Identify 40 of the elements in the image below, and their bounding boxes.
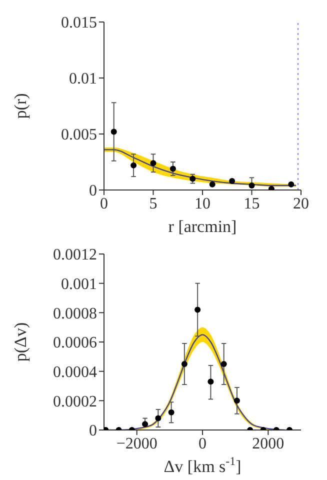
point xyxy=(194,306,201,313)
y-tick-label: 0.001 xyxy=(61,276,97,294)
point xyxy=(209,181,216,188)
point xyxy=(181,361,188,367)
y-axis-title: p(r) xyxy=(11,93,30,119)
y-tick-label: 0.005 xyxy=(61,126,97,144)
y-tick-label: 0.0008 xyxy=(53,305,97,322)
point xyxy=(155,415,162,422)
point xyxy=(170,166,176,172)
x-tick-label: 0 xyxy=(100,195,108,212)
point xyxy=(142,421,148,428)
point xyxy=(248,182,255,189)
y-tick-label: 0.0006 xyxy=(53,334,97,352)
x-tick-label: −2000 xyxy=(116,435,158,452)
point xyxy=(288,181,294,188)
point xyxy=(234,398,240,404)
y-tick-label: 0 xyxy=(89,422,97,440)
y-tick-label: 0.015 xyxy=(61,14,97,32)
point xyxy=(150,160,156,166)
y-tick-label: 0 xyxy=(89,182,97,200)
x-tick-label: 2000 xyxy=(252,435,284,452)
x-tick-label: 20 xyxy=(293,195,309,212)
x-axis-title: r [arcmin] xyxy=(168,217,237,236)
point xyxy=(110,128,117,135)
y-tick-label: 0.0002 xyxy=(53,393,97,410)
point xyxy=(208,378,214,385)
x-axis-title: Δv [km s$^{-1}$] xyxy=(164,454,242,476)
x-tick-label: 0 xyxy=(198,435,206,452)
point xyxy=(229,178,236,184)
x-tick-label: 10 xyxy=(194,195,210,212)
point xyxy=(130,162,137,168)
y-tick-label: 0.0004 xyxy=(53,364,97,382)
y-tick-label: 0.0012 xyxy=(53,246,97,264)
point xyxy=(168,409,174,416)
point xyxy=(220,361,227,367)
x-tick-label: 15 xyxy=(244,195,260,212)
point xyxy=(190,176,196,182)
x-tick-label: 5 xyxy=(149,195,158,212)
y-tick-label: 0.01 xyxy=(69,70,97,88)
y-axis-title: p(Δv) xyxy=(11,322,30,362)
